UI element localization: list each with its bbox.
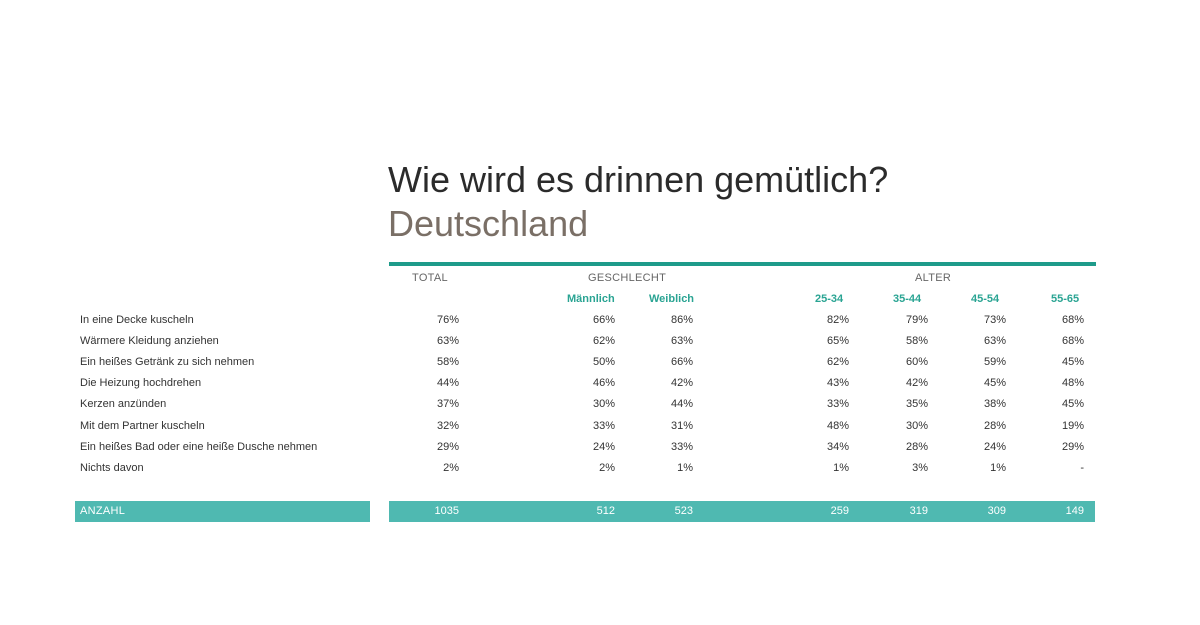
count-label-bar: ANZAHL — [75, 501, 370, 522]
table-cell: 50% — [592, 356, 615, 368]
table-cell: 59% — [983, 356, 1006, 368]
table-cell: 19% — [1061, 420, 1084, 432]
table-cell: 48% — [826, 420, 849, 432]
subheader-age-55-65: 55-65 — [1051, 293, 1080, 305]
table-cell: 62% — [826, 356, 849, 368]
count-cell: 1035 — [434, 505, 459, 517]
table-cell: 66% — [592, 314, 615, 326]
table-cell: 30% — [905, 420, 928, 432]
table-cell: 65% — [826, 335, 849, 347]
table-cell: 66% — [670, 356, 693, 368]
count-cell: 523 — [674, 505, 693, 517]
table-cell: 2% — [599, 462, 615, 474]
table-cell: 43% — [826, 377, 849, 389]
row-label: Kerzen anzünden — [80, 398, 167, 410]
subheader-age-25-34: 25-34 — [815, 293, 844, 305]
header-gender: GESCHLECHT — [588, 272, 667, 284]
count-cell: 512 — [596, 505, 615, 517]
count-cell: 259 — [830, 505, 849, 517]
header-total: TOTAL — [412, 272, 448, 284]
table-cell: 1% — [677, 462, 693, 474]
page-subtitle: Deutschland — [388, 203, 589, 244]
row-label: In eine Decke kuscheln — [80, 314, 194, 326]
count-bar — [389, 501, 1095, 522]
subheader-age-35-44: 35-44 — [893, 293, 922, 305]
table-cell: 45% — [1061, 398, 1084, 410]
table-cell: - — [1080, 462, 1084, 474]
table-cell: 30% — [592, 398, 615, 410]
table-cell: 28% — [905, 441, 928, 453]
subheader-age-45-54: 45-54 — [971, 293, 1000, 305]
table-cell: 76% — [436, 314, 459, 326]
table-cell: 32% — [436, 420, 459, 432]
table-cell: 60% — [905, 356, 928, 368]
count-cell: 309 — [987, 505, 1006, 517]
row-label: Ein heißes Bad oder eine heiße Dusche ne… — [80, 441, 318, 453]
subheader-female: Weiblich — [649, 293, 695, 305]
table-cell: 44% — [670, 398, 693, 410]
table-cell: 33% — [826, 398, 849, 410]
table-cell: 33% — [670, 441, 693, 453]
count-label: ANZAHL — [80, 505, 126, 517]
header-age: ALTER — [915, 272, 952, 284]
count-cell: 319 — [909, 505, 928, 517]
table-cell: 29% — [436, 441, 459, 453]
table-cell: 45% — [1061, 356, 1084, 368]
table-cell: 46% — [592, 377, 615, 389]
table-cell: 48% — [1061, 377, 1084, 389]
table-cell: 33% — [592, 420, 615, 432]
table-cell: 63% — [670, 335, 693, 347]
table-cell: 35% — [905, 398, 928, 410]
table-cell: 82% — [826, 314, 849, 326]
table-cell: 3% — [912, 462, 928, 474]
count-cell: 149 — [1065, 505, 1084, 517]
table-cell: 28% — [983, 420, 1006, 432]
table-cell: 2% — [443, 462, 459, 474]
table-cell: 86% — [670, 314, 693, 326]
table-cell: 24% — [592, 441, 615, 453]
top-rule — [389, 262, 1096, 266]
table-cell: 73% — [983, 314, 1006, 326]
table-cell: 42% — [670, 377, 693, 389]
table-cell: 44% — [436, 377, 459, 389]
row-label: Nichts davon — [80, 462, 144, 474]
table-cell: 31% — [670, 420, 693, 432]
table-cell: 68% — [1061, 335, 1084, 347]
row-label: Wärmere Kleidung anziehen — [80, 335, 219, 347]
table-cell: 42% — [905, 377, 928, 389]
table-cell: 68% — [1061, 314, 1084, 326]
row-label: Mit dem Partner kuscheln — [80, 420, 205, 432]
table-cell: 1% — [833, 462, 849, 474]
table-cell: 38% — [983, 398, 1006, 410]
page-title: Wie wird es drinnen gemütlich? — [388, 159, 889, 200]
table-cell: 34% — [826, 441, 849, 453]
table-cell: 62% — [592, 335, 615, 347]
subheader-male: Männlich — [567, 293, 615, 305]
row-label: Die Heizung hochdrehen — [80, 377, 202, 389]
table-cell: 79% — [905, 314, 928, 326]
table-cell: 29% — [1061, 441, 1084, 453]
row-label: Ein heißes Getränk zu sich nehmen — [80, 356, 255, 368]
table-cell: 24% — [983, 441, 1006, 453]
table-cell: 45% — [983, 377, 1006, 389]
table-cell: 58% — [436, 356, 459, 368]
table-cell: 63% — [983, 335, 1006, 347]
table-cell: 37% — [436, 398, 459, 410]
table-cell: 1% — [990, 462, 1006, 474]
table-cell: 58% — [905, 335, 928, 347]
table-cell: 63% — [436, 335, 459, 347]
